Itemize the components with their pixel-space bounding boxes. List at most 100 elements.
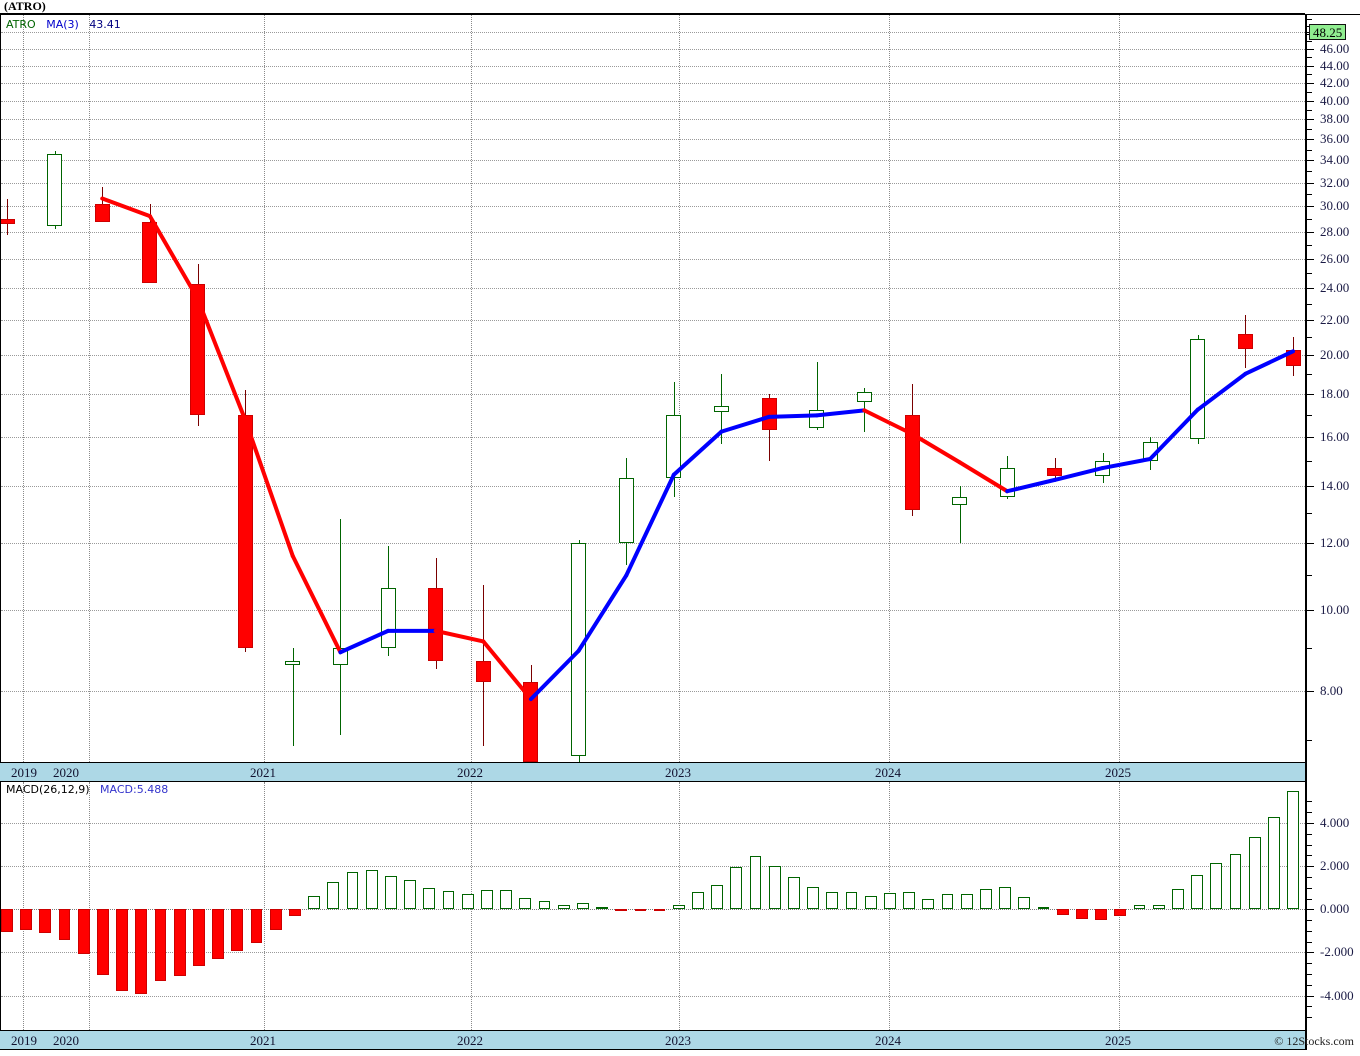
macd-bar [788, 876, 800, 910]
price-gridline [1, 139, 1305, 141]
price-gridline [1, 691, 1305, 693]
macd-axis-minor-tick [1307, 812, 1312, 814]
macd-bar [365, 870, 378, 910]
macd-gridline [1, 995, 1305, 997]
x-axis-label-upper: 2025 [1105, 765, 1131, 780]
price-gridline [1, 258, 1305, 260]
price-gridline [1, 393, 1305, 395]
price-axis-minor-tick [1307, 129, 1312, 131]
macd-axis[interactable]: 4.000 2.000 0.000 -2.000 -4.000 [1305, 782, 1360, 1030]
macd-chart-panel[interactable]: MACD(26,12,9) MACD:5.488 [0, 782, 1305, 1030]
price-axis-label: 32.00 [1320, 174, 1350, 190]
price-axis-label: 28.00 [1320, 223, 1350, 239]
price-axis-tick [1307, 65, 1314, 67]
x-axis-band-lower[interactable]: 2019 2020 2021 2022 2023 2024 2025 [0, 1030, 1305, 1050]
price-axis-label: 22.00 [1320, 312, 1350, 327]
price-axis-label: 12.00 [1320, 534, 1350, 550]
macd-bar [1248, 837, 1261, 910]
macd-axis-minor-tick [1307, 844, 1312, 846]
price-plot-area[interactable] [1, 15, 1305, 762]
candle-body [47, 153, 63, 227]
macd-plot-area[interactable] [1, 782, 1305, 1030]
macd-bar [538, 901, 551, 910]
candle-wick [959, 486, 961, 543]
macd-gridline [1, 866, 1305, 868]
macd-bar [308, 895, 321, 910]
title-bar: (ATRO) [0, 0, 1360, 14]
candle-body [428, 588, 444, 661]
macd-bar [480, 889, 493, 910]
candle-body [1285, 349, 1301, 367]
price-axis-minor-tick [1307, 460, 1312, 462]
price-axis-tick [1307, 393, 1314, 395]
x-axis-label-lower: 2025 [1105, 1033, 1131, 1048]
price-gridline [1, 206, 1305, 208]
price-axis-label: 30.00 [1320, 198, 1350, 214]
year-gridline [89, 782, 90, 1030]
macd-bar [384, 875, 397, 910]
macd-bar [749, 856, 762, 910]
macd-bar [768, 866, 781, 910]
price-axis-minor-tick [1307, 194, 1312, 196]
candle-body [1142, 441, 1158, 461]
price-axis-minor-tick [1307, 171, 1312, 173]
candle-body [1237, 333, 1253, 350]
macd-bar [922, 898, 935, 910]
price-axis-minor-tick [1307, 149, 1312, 151]
x-axis-label-lower: 2023 [665, 1033, 691, 1048]
price-axis-minor-tick [1307, 648, 1312, 650]
copyright-credit: © 12Stocks.com [1274, 1034, 1354, 1048]
x-axis-band-upper[interactable]: 2019 2020 2021 2022 2023 2024 2025 [0, 762, 1305, 782]
macd-bar [58, 909, 71, 941]
candle-wick [816, 362, 818, 431]
x-axis-band-upper-right-pad [1305, 762, 1360, 782]
price-axis-tick [1307, 100, 1314, 102]
macd-bar [960, 894, 973, 910]
macd-bar [1152, 904, 1165, 910]
macd-bar [77, 909, 90, 955]
macd-legend: MACD(26,12,9) MACD:5.488 [6, 783, 168, 796]
macd-bar [346, 872, 359, 910]
x-axis-label-lower: 2022 [457, 1033, 483, 1048]
macd-bar [461, 893, 474, 910]
macd-axis-tick [1307, 995, 1314, 997]
candle-body [142, 222, 158, 284]
price-axis-tick [1307, 691, 1314, 693]
price-gridline [1, 160, 1305, 162]
price-axis-label: 42.00 [1320, 74, 1350, 90]
price-axis-minor-tick [1307, 41, 1312, 43]
candle-body [1047, 468, 1063, 476]
price-axis-minor-tick [1307, 574, 1312, 576]
x-axis-label-upper: 2022 [457, 765, 483, 780]
macd-bar [231, 909, 244, 952]
page-title: (ATRO) [4, 0, 46, 13]
price-gridline [1, 231, 1305, 233]
macd-axis-minor-tick [1307, 855, 1312, 857]
price-axis-tick [1307, 355, 1314, 356]
price-axis-label: 14.00 [1320, 478, 1350, 493]
price-axis-tick [1307, 486, 1314, 487]
macd-axis-minor-tick [1307, 801, 1312, 803]
macd-axis-minor-tick [1307, 941, 1312, 943]
candle-body [952, 496, 968, 505]
candle-body [856, 391, 872, 402]
macd-bar [672, 904, 685, 910]
macd-bar [826, 892, 839, 910]
candle-body [904, 414, 920, 511]
macd-bar [1056, 909, 1069, 915]
macd-axis-label: -4.000 [1320, 987, 1354, 1003]
macd-bar [1210, 862, 1223, 910]
last-price-flag: 48.25 [1309, 23, 1347, 40]
price-axis[interactable]: 46.00 44.00 42.00 40.00 38.00 36.00 34.00 32.00… [1305, 14, 1360, 762]
price-chart-panel[interactable]: ATRO MA(3) 43.41 [0, 14, 1305, 762]
candle-body [1, 218, 15, 224]
legend-symbol: ATRO [6, 18, 36, 31]
macd-axis-minor-tick [1307, 920, 1312, 921]
x-axis-label-upper: 2023 [665, 765, 691, 780]
price-axis-minor-tick [1307, 244, 1312, 246]
x-axis-label-lower: 2024 [875, 1033, 901, 1048]
macd-bar [596, 906, 608, 910]
price-axis-minor-tick [1307, 57, 1312, 59]
macd-bar [1037, 907, 1050, 910]
